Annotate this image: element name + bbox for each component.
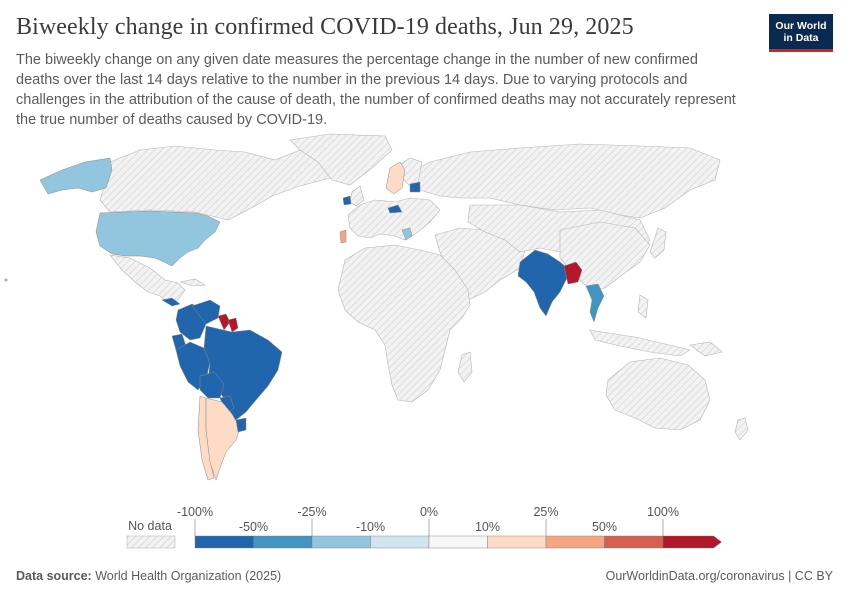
country-philippines[interactable] — [637, 294, 649, 319]
country-portugal[interactable] — [339, 229, 347, 244]
legend-tick-label: -10% — [356, 520, 385, 534]
country-uruguay[interactable] — [235, 417, 247, 433]
country-lithuania[interactable] — [409, 181, 421, 193]
data-regions — [39, 157, 605, 481]
country-cuba[interactable] — [179, 278, 206, 287]
legend-bin[interactable] — [662, 535, 722, 549]
country-united-states[interactable] — [95, 210, 221, 267]
footer-url[interactable]: OurWorldinData.org/coronavirus | CC BY — [605, 569, 833, 583]
country-new-zealand[interactable] — [734, 417, 749, 441]
country-thailand[interactable] — [585, 283, 605, 323]
logo-line-2: in Data — [783, 32, 819, 44]
legend-tick-label: 10% — [475, 520, 500, 534]
country-canada[interactable] — [99, 141, 356, 221]
country-mexico[interactable] — [109, 254, 186, 303]
country-sweden[interactable] — [385, 161, 406, 195]
data-source: Data source: World Health Organization (… — [16, 569, 281, 583]
country-alaska[interactable] — [39, 157, 113, 195]
country-suriname[interactable] — [227, 317, 239, 333]
country-japan[interactable] — [649, 227, 667, 259]
country-indonesia[interactable] — [589, 329, 691, 357]
country-png[interactable] — [689, 341, 723, 357]
legend: No data -100% -25% 0% 25% 100% -50% -10% 10% 50% — [126, 505, 722, 549]
legend-bin[interactable] — [428, 535, 488, 549]
country-western-europe[interactable] — [347, 197, 441, 241]
country-russia[interactable] — [404, 143, 721, 219]
legend-tick-label: 25% — [533, 505, 558, 519]
country-india[interactable] — [517, 249, 571, 317]
legend-bin[interactable] — [487, 535, 547, 549]
chart-subtitle: The biweekly change on any given date me… — [16, 52, 736, 128]
country-bangladesh[interactable] — [563, 261, 583, 285]
country-ireland[interactable] — [342, 195, 352, 206]
owid-logo[interactable]: Our World in Data — [769, 14, 833, 52]
country-argentina[interactable] — [205, 397, 241, 481]
world-map[interactable] — [0, 130, 850, 490]
legend-tick-label: 0% — [420, 505, 438, 519]
country-czechia[interactable] — [387, 204, 403, 214]
legend-no-data-label: No data — [128, 519, 172, 533]
pacific-island-marker — [4, 278, 8, 282]
legend-tick-label: 100% — [647, 505, 679, 519]
data-source-text[interactable]: World Health Organization (2025) — [95, 569, 282, 583]
legend-tick-label: -25% — [297, 505, 326, 519]
legend-tick-label: 50% — [592, 520, 617, 534]
country-croatia[interactable] — [401, 227, 413, 241]
legend-bin[interactable] — [370, 535, 430, 549]
country-venezuela[interactable] — [191, 299, 221, 325]
country-greenland[interactable] — [289, 133, 393, 186]
country-madagascar[interactable] — [457, 351, 473, 383]
legend-tick-label: -50% — [239, 520, 268, 534]
country-australia[interactable] — [605, 357, 711, 431]
legend-bin[interactable] — [311, 535, 371, 549]
country-panama[interactable] — [161, 297, 181, 307]
logo-line-1: Our World — [775, 20, 827, 32]
legend-tick-label: -100% — [177, 505, 213, 519]
legend-bin[interactable] — [253, 535, 313, 549]
legend-no-data-swatch — [126, 535, 176, 549]
no-data-regions — [99, 133, 749, 441]
country-uk[interactable] — [349, 185, 365, 207]
legend-bin[interactable] — [194, 535, 254, 549]
data-source-label: Data source: — [16, 569, 92, 583]
chart-title: Biweekly change in confirmed COVID-19 de… — [16, 14, 634, 40]
legend-bin[interactable] — [604, 535, 664, 549]
legend-bin[interactable] — [545, 535, 605, 549]
country-guyana[interactable] — [217, 313, 231, 331]
country-africa[interactable] — [337, 244, 471, 403]
